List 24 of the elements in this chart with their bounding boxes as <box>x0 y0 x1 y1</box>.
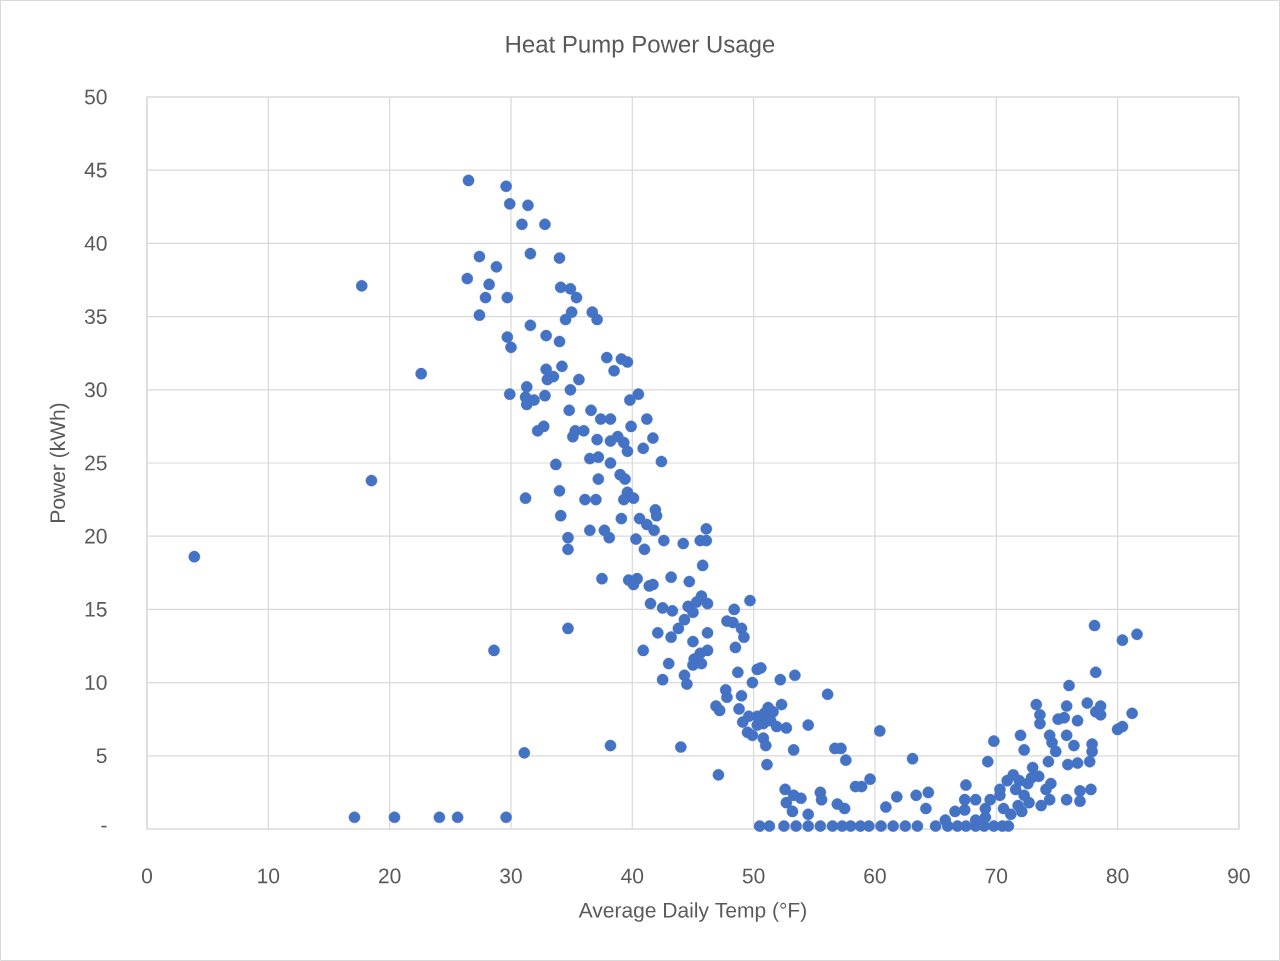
x-tick-label: 70 <box>985 868 1008 884</box>
x-tick-label: 80 <box>1106 868 1129 884</box>
y-tick-label: 25 <box>85 455 107 471</box>
x-tick-label: 10 <box>258 868 280 884</box>
y-tick-label: 50 <box>84 89 107 105</box>
y-tick-label: 35 <box>84 309 107 325</box>
y-tick-label: 5 <box>96 748 107 764</box>
y-axis-title: Power (kWh) <box>49 403 70 522</box>
y-tick-label: 45 <box>84 162 107 178</box>
x-tick-label: 20 <box>379 868 401 884</box>
x-tick-label: 0 <box>141 868 153 884</box>
y-tick-label: 20 <box>85 528 107 544</box>
y-tick-label: 40 <box>84 235 107 251</box>
y-tick-label: - <box>101 825 107 828</box>
x-tick-label: 50 <box>742 868 765 884</box>
y-tick-label: 15 <box>85 602 107 617</box>
x-tick-label: 60 <box>864 868 886 884</box>
x-tick-label: 40 <box>621 868 644 884</box>
x-tick-label: 90 <box>1228 868 1250 884</box>
y-tick-label: 10 <box>85 675 107 691</box>
x-tick-label: 30 <box>500 868 522 884</box>
x-axis-title: Average Daily Temp (°F) <box>578 902 806 922</box>
chart-title: Heat Pump Power Usage <box>506 35 775 58</box>
y-tick-label: 30 <box>84 382 107 398</box>
